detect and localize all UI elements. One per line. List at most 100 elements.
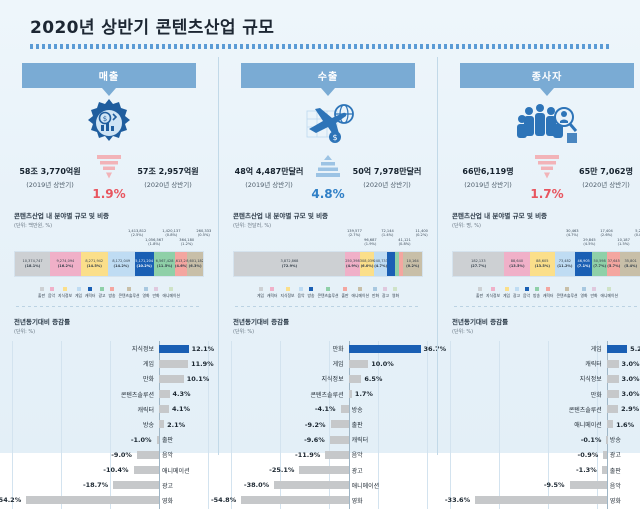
chart-category-label: 지식정보 [321,376,344,384]
chart-gridline [208,341,209,509]
chart-bar [330,420,349,429]
legend-item-출판: 출판 [341,287,348,299]
legend-swatch [591,287,596,291]
banner-wrap: 수출 [227,57,429,88]
legend-swatch [127,287,131,291]
chart-gridline [280,341,281,509]
legend-label: 지식정보 [280,293,295,298]
chart-row: 광고 -0.9% [450,447,640,462]
legend-item-출판: 출판 [476,287,483,299]
stack-callouts: 139,577 (2.7%) 96,687 (1.9%) 72,144 (1.4%) 41,… [233,229,428,251]
change-unit-label: (단위: %) [452,329,474,335]
stack-segment-캐릭터: 5,171,204 (10.2%) [134,252,154,276]
chart-row: 영화 -54.2% [0,493,206,508]
stack-segment-방송 [387,252,395,276]
chart-gridline [548,341,549,509]
stack-segment-음악: 46,905 (7.1%) [575,252,593,276]
chart-bar [606,435,608,444]
chart-row: 캐릭터 4.1% [12,402,206,417]
columns-container: 매출 $ 58조 3,770억원 (2019년 상반기) 1.9% [0,57,640,509]
change-unit-label: (단위: %) [233,329,255,335]
svg-text:$: $ [332,133,337,142]
stack-segment-음악: 9,274,094 (16.2%) [50,252,81,276]
kpi-previous-period: (2019년 상반기) [26,181,74,189]
chart-value-label: -38.0% [243,481,270,490]
stack-segment-캐릭터: 250,398 (4.9%) [344,252,360,276]
stack-callout: 96,687 (1.9%) [364,238,377,247]
chart-bar [274,481,349,490]
legend-swatch [299,287,304,291]
kpi-current-value: 65만 7,062명 [579,167,633,176]
stack-callout: 29,845 (4.5%) [583,238,596,247]
kpi-previous: 48억 4,487만달러 (2019년 상반기) [233,166,305,189]
legend-item-영화: 영화 [580,287,587,299]
legend-label: 콘텐츠솔루션 [118,293,140,298]
chart-bar [606,374,619,383]
stack-callout: 17,404 (2.6%) [600,229,613,238]
chart-value-label: -54.2% [0,496,22,505]
chart-zero-axis [348,341,350,509]
people-magnifier-icon [446,94,640,152]
chart-category-label: 음악 [609,482,621,490]
chart-row: 출판 -1.3% [450,463,640,478]
legend-item-캐릭터: 캐릭터 [85,287,96,299]
chart-row: 콘텐츠솔루션 1.7% [231,387,425,402]
chart-row: 만화 3.0% [450,387,640,402]
legend-label: 음악 [48,293,56,298]
legend-swatch [63,287,68,291]
chart-gridline [378,341,379,509]
legend-item-콘텐츠솔루션: 콘텐츠솔루션 [318,287,338,299]
stack-segment-방송: 50,598 (7.7%) [592,252,608,276]
stack-segment-지식정보: 8,271,942 (14.5%) [80,252,108,276]
chart-row: 방송 -0.1% [450,432,640,447]
svg-text:$: $ [103,115,107,123]
stack-segment-콘텐츠솔루션: 3,601,182 (6.3%) [187,252,204,276]
chart-value-label: 1.6% [616,420,635,429]
chart-bar [329,435,349,444]
chart-value-label: 1.7% [354,390,373,399]
legend-label: 음악 [297,293,305,298]
section-divider [235,306,421,307]
legend-item-출판: 출판 [38,287,45,299]
chart-category-label: 만화 [142,376,154,384]
chart-row: 지식정보 3.0% [450,371,640,386]
legend-item-만화: 만화 [590,287,597,299]
stack-callout: 1,056,567 (1.8%) [145,238,164,247]
chart-bar [348,374,362,383]
legend-label: 캐릭터 [543,293,554,298]
legend-label: 게임 [75,293,83,298]
kpi-row: 48억 4,487만달러 (2019년 상반기) 4.8% 50억 7,978만… [227,152,429,201]
chart-row: 애니메이션 -10.4% [12,463,206,478]
legend-swatch [565,287,569,291]
chart-bar [159,390,170,399]
chart-bar [601,466,607,474]
chart-category-label: 애니메이션 [351,482,380,490]
legend-swatch [524,287,529,291]
legend-item-지식정보: 지식정보 [58,287,72,299]
legend-item-캐릭터: 캐릭터 [543,287,554,299]
legend-swatch [110,287,115,291]
section-banner-employees: 종사자 [460,63,634,88]
chart-value-label: 10.1% [186,374,210,383]
change-chart: 만화 36.7% 게임 10.0% 지식정보 6.5% 콘텐츠솔루션 1.7% 방송 -4.1% 출… [211,341,446,509]
chart-bar [340,405,349,414]
stack-unit-label: (단위: 천달러, %) [233,223,272,229]
stack-unit-label: (단위: 백만원, %) [14,223,53,229]
chart-row: 광고 -18.7% [12,478,206,493]
legend-item-게임: 게임 [257,287,264,299]
chart-row: 음악 -11.9% [231,447,425,462]
legend-item-콘텐츠솔루션: 콘텐츠솔루션 [557,287,577,299]
chart-category-label: 방송 [142,422,154,430]
chart-gridline [499,341,500,509]
stack-segment-콘텐츠솔루션: 35,801 (5.4%) [620,252,640,276]
change-section-title: 전년동기대비 증감률 [233,318,290,326]
legend-label: 영화 [142,293,150,298]
chart-bar [241,496,349,505]
chart-gridline [110,341,111,509]
legend-swatch [39,287,44,291]
chart-category-label: 지식정보 [579,376,602,384]
chart-bar [325,450,349,459]
stack-callout: 364,180 (1.2%) [179,238,195,247]
chart-category-label: 콘텐츠솔루션 [310,391,344,399]
chart-value-label: -0.1% [580,435,602,444]
